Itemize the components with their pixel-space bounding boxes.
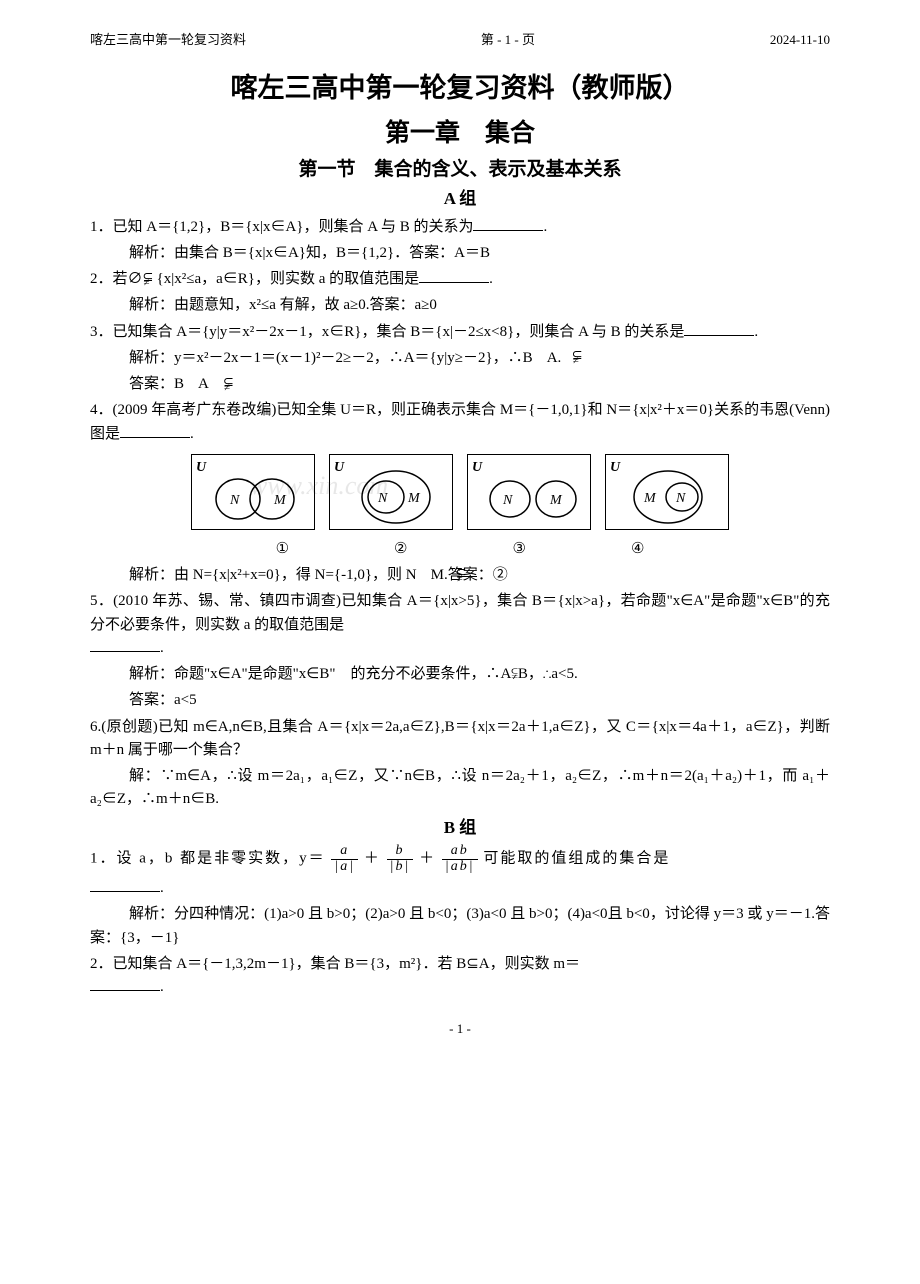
header-right: 2024-11-10: [770, 30, 830, 50]
q1-stem: 1．已知 A＝{1,2}，B＝{x|x∈A}，则集合 A 与 B 的关系为.: [90, 216, 830, 239]
b2-stem: 2．已知集合 A＝{－1,3,2m－1}，集合 B＝{3，m²}．若 B⊆A，则…: [90, 953, 830, 1000]
group-b-heading: B 组: [90, 815, 830, 841]
q3-answer: 答案：BA: [90, 373, 830, 396]
svg-text:M: M: [273, 493, 287, 508]
q6-solution: 解：∵m∈A，∴设 m＝2a₁，a₁∈Z，又∵n∈B，∴设 n＝2a₂＋1，a₂…: [90, 765, 830, 812]
q5-stem: 5．(2010 年苏、锡、常、镇四市调查)已知集合 A＝{x|x>5}，集合 B…: [90, 590, 830, 660]
venn-3: U NM: [467, 454, 591, 530]
q4-stem: 4．(2009 年高考广东卷改编)已知全集 U＝R，则正确表示集合 M＝{－1,…: [90, 399, 830, 446]
svg-text:N: N: [377, 491, 388, 506]
q4-solution: 解析：由 N={x|x²+x=0}，得 N={-1,0}，则 NM.答案：②: [90, 564, 830, 587]
section-title: 第一节 集合的含义、表示及基本关系: [90, 155, 830, 184]
q1-solution: 解析：由集合 B＝{x|x∈A}知，B＝{1,2}．答案：A＝B: [90, 242, 830, 265]
b1-blank: .: [90, 877, 830, 900]
b1-stem: 1．设 a，b 都是非零实数，y＝ a|a| ＋ b|b| ＋ ab|ab| 可…: [90, 844, 830, 874]
venn-4: U MN: [605, 454, 729, 530]
q2-solution: 解析：由题意知，x²≤a 有解，故 a≥0.答案：a≥0: [90, 294, 830, 317]
svg-text:M: M: [643, 491, 657, 506]
svg-text:N: N: [675, 491, 686, 506]
chapter-title: 第一章 集合: [90, 114, 830, 153]
header-center: 第 - 1 - 页: [481, 30, 535, 50]
q3-solution: 解析：y＝x²－2x－1＝(x－1)²－2≥－2，∴A＝{y|y≥－2}，∴BA…: [90, 347, 830, 370]
svg-text:M: M: [549, 493, 563, 508]
header-left: 喀左三高中第一轮复习资料: [90, 30, 246, 50]
q5-solution: 解析：命题"x∈A"是命题"x∈B" 的充分不必要条件，∴A⫋B，∴a<5.: [90, 663, 830, 686]
group-a-heading: A 组: [90, 186, 830, 212]
page-footer: - 1 -: [90, 1019, 830, 1039]
venn-labels: ①②③④: [90, 538, 830, 561]
svg-text:M: M: [407, 491, 421, 506]
q6-stem: 6.(原创题)已知 m∈A,n∈B,且集合 A＝{x|x＝2a,a∈Z},B＝{…: [90, 716, 830, 763]
venn-row: U NM U NM U NM U MN: [90, 454, 830, 530]
q3-stem: 3．已知集合 A＝{y|y＝x²－2x－1，x∈R}，集合 B＝{x|－2≤x<…: [90, 321, 830, 344]
svg-text:N: N: [229, 493, 240, 508]
venn-2: U NM: [329, 454, 453, 530]
page-header: 喀左三高中第一轮复习资料 第 - 1 - 页 2024-11-10: [90, 30, 830, 50]
q2-stem: 2．若∅{x|x²≤a，a∈R}，则实数 a 的取值范围是.: [90, 268, 830, 291]
b1-solution: 解析：分四种情况：(1)a>0 且 b>0；(2)a>0 且 b<0；(3)a<…: [90, 903, 830, 950]
venn-1: U NM: [191, 454, 315, 530]
title-main: 喀左三高中第一轮复习资料（教师版）: [90, 68, 830, 110]
q5-answer: 答案：a<5: [90, 689, 830, 712]
svg-text:N: N: [502, 493, 513, 508]
